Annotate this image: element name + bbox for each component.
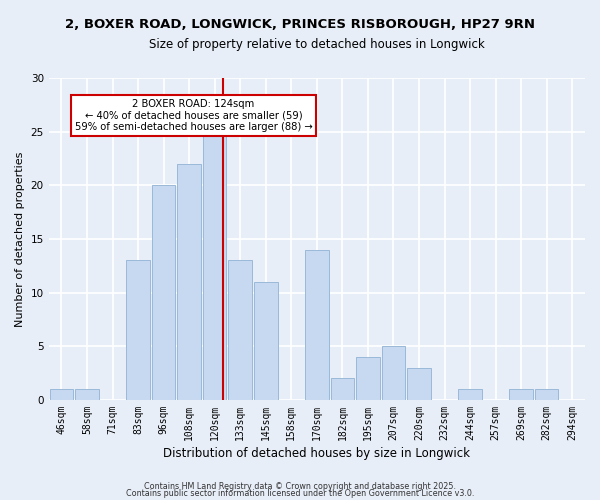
Text: Contains public sector information licensed under the Open Government Licence v3: Contains public sector information licen…	[126, 489, 474, 498]
Bar	[229, 260, 252, 400]
Y-axis label: Number of detached properties: Number of detached properties	[15, 152, 25, 326]
Bar	[382, 346, 405, 400]
Bar	[203, 132, 226, 400]
Text: Contains HM Land Registry data © Crown copyright and database right 2025.: Contains HM Land Registry data © Crown c…	[144, 482, 456, 491]
Bar	[331, 378, 354, 400]
Bar	[254, 282, 278, 400]
Bar	[178, 164, 201, 400]
Bar	[127, 260, 150, 400]
Bar	[356, 357, 380, 400]
Bar	[305, 250, 329, 400]
Text: 2 BOXER ROAD: 124sqm
← 40% of detached houses are smaller (59)
59% of semi-detac: 2 BOXER ROAD: 124sqm ← 40% of detached h…	[74, 99, 313, 132]
Text: 2, BOXER ROAD, LONGWICK, PRINCES RISBOROUGH, HP27 9RN: 2, BOXER ROAD, LONGWICK, PRINCES RISBORO…	[65, 18, 535, 30]
Bar	[152, 186, 175, 400]
Bar	[50, 389, 73, 400]
Bar	[509, 389, 533, 400]
Bar	[407, 368, 431, 400]
Bar	[535, 389, 559, 400]
X-axis label: Distribution of detached houses by size in Longwick: Distribution of detached houses by size …	[163, 447, 470, 460]
Bar	[75, 389, 99, 400]
Bar	[458, 389, 482, 400]
Title: Size of property relative to detached houses in Longwick: Size of property relative to detached ho…	[149, 38, 485, 51]
